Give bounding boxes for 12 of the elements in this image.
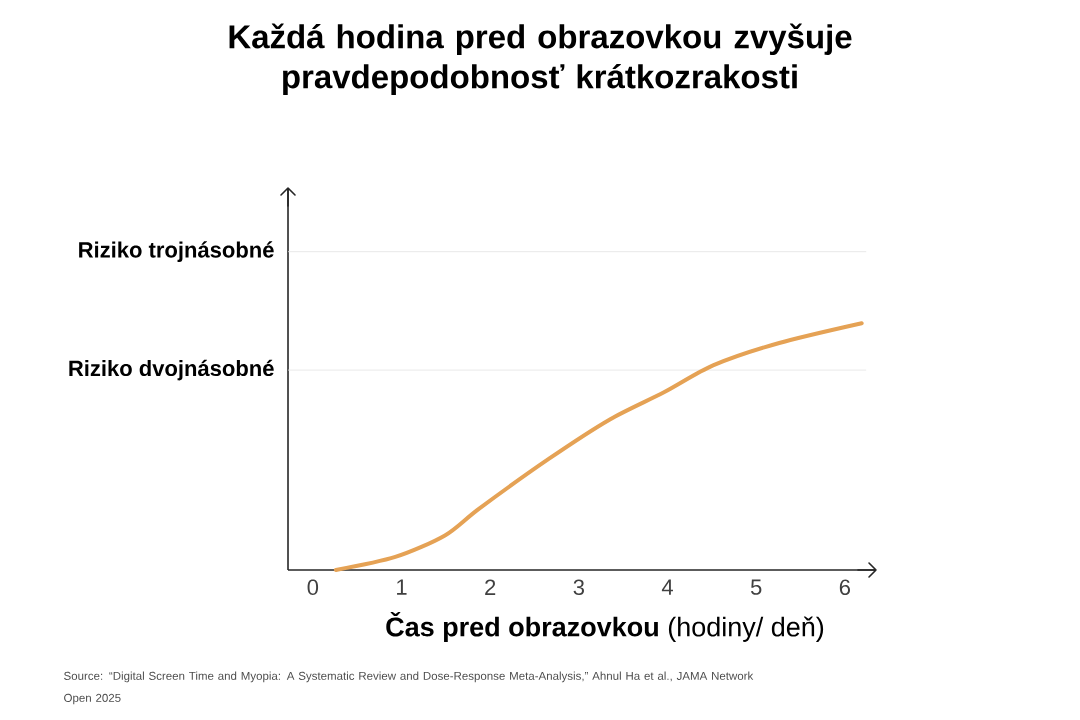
x-tick-label: 6 <box>839 579 851 596</box>
x-tick-label: 5 <box>750 579 762 595</box>
chart-title: Každá hodina pred obrazovkou zvyšuje pravdepodobnosť krátkozrakosti <box>229 23 852 96</box>
x-tick-label: 2 <box>485 579 496 595</box>
ref-line-label: Riziko dvojnásobné <box>69 359 274 381</box>
source-note: Source: “Digital Screen Time and Myopia: A Systematic Review and Dose-Response Meta-Analysis,” Ahnul Ha et al., JAMA Network Open 2025 <box>64 671 754 705</box>
x-tick-label: 0 <box>307 579 319 596</box>
x-axis-title: Čas pred obrazovkou (hodiny/ deň) <box>386 612 824 642</box>
x-tick-label: 3 <box>573 579 584 596</box>
ref-line-label: Riziko trojnásobné <box>79 241 274 262</box>
x-tick-label: 1 <box>397 579 407 595</box>
x-tick-label: 4 <box>661 579 673 595</box>
